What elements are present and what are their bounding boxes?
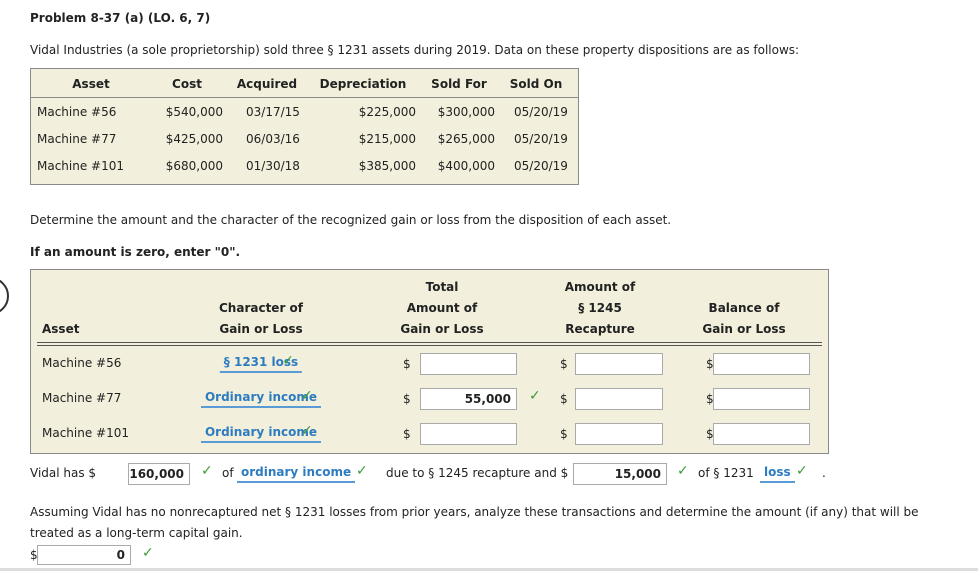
zero-note: If an amount is zero, enter "0". [30,245,241,259]
currency: $ [403,357,411,371]
table-cell: $540,000 [165,105,223,119]
character-select[interactable]: Ordinary income [200,390,322,408]
currency: $ [560,392,568,406]
table-header: Total [425,280,459,294]
amount-input[interactable] [575,423,663,445]
amount-input[interactable]: 160,000 [128,463,190,485]
table-header: Depreciation [319,77,407,91]
summary-text: due to § 1245 recapture and $ [386,466,569,480]
table-cell: 05/20/19 [514,159,568,173]
table-cell: $425,000 [165,132,223,146]
check: ✓ [282,353,294,369]
header-rule [37,345,822,346]
table-header: Balance of [708,301,780,315]
table-header: § 1245 [578,301,622,315]
table-header: Acquired [236,77,298,91]
table-header: Gain or Loss [702,322,786,336]
instruction: Determine the amount and the character o… [30,213,672,227]
check: ✓ [201,463,213,479]
table-cell: $385,000 [358,159,416,173]
currency: $ [560,427,568,441]
table-cell: 05/20/19 [514,132,568,146]
currency: $ [403,427,411,441]
currency: $ [30,548,38,562]
table-cell: $225,000 [358,105,416,119]
scroll-edge [0,568,978,571]
currency: $ [403,392,411,406]
table-cell: Machine #101 [37,159,125,173]
amount-input[interactable] [420,423,517,445]
table-header: Gain or Loss [400,322,484,336]
amount-input[interactable] [420,353,517,375]
answer-table: Asset Character of Gain or Loss Total Amount… [30,269,829,454]
table-cell: $400,000 [437,159,495,173]
data-table: Asset Cost Acquired Depreciation Sold For Sol… [30,68,579,185]
currency: $ [706,357,714,371]
table-header: Character of [218,301,304,315]
currency: $ [706,392,714,406]
table-cell: 03/17/15 [246,105,300,119]
check: ✓ [142,545,154,561]
summary-text: of [222,466,234,480]
amount-input[interactable] [713,423,810,445]
table-header: Amount of [564,280,636,294]
amount-input[interactable] [575,353,663,375]
table-cell: Machine #56 [37,105,117,119]
table-cell: $300,000 [437,105,495,119]
check: ✓ [356,463,368,479]
header-rule [37,342,822,343]
character-select[interactable]: loss [760,465,795,483]
answer-input[interactable]: 0 [37,545,131,565]
summary-text: . [822,466,826,480]
table-header: Sold For [431,77,487,91]
summary-text: Vidal has $ [30,466,97,480]
check: ✓ [677,463,689,479]
amount-input[interactable] [713,353,810,375]
character-select[interactable]: § 1231 loss [219,355,303,373]
character-select[interactable]: Ordinary income [200,425,322,443]
table-cell: $680,000 [165,159,223,173]
table-header: Cost [172,77,202,91]
table-header: Amount of [406,301,478,315]
table-cell: Machine #77 [37,132,117,146]
check: ✓ [301,388,313,404]
table-header: Sold On [509,77,563,91]
table-cell: $215,000 [358,132,416,146]
amount-input[interactable] [713,388,810,410]
amount-input[interactable]: 15,000 [573,463,667,485]
table-header: Asset [72,77,110,91]
intro-text: Vidal Industries (a sole proprietorship)… [30,43,800,57]
table-cell: 05/20/19 [514,105,568,119]
amount-input[interactable] [575,388,663,410]
summary-text: of § 1231 [698,466,754,480]
table-header: Recapture [565,322,635,336]
side-circle [0,279,9,313]
table-header: Asset [42,322,80,336]
table-cell: 01/30/18 [246,159,300,173]
currency: $ [560,357,568,371]
character-select[interactable]: ordinary income [237,465,356,483]
asset-label: Machine #77 [42,391,122,405]
currency: $ [706,427,714,441]
amount-input[interactable]: 55,000 [420,388,517,410]
table-cell: 06/03/16 [246,132,300,146]
asset-label: Machine #56 [42,356,122,370]
question-text: Assuming Vidal has no nonrecaptured net … [30,505,919,540]
problem-title: Problem 8-37 (a) (LO. 6, 7) [30,11,211,25]
check: ✓ [301,423,313,439]
check: ✓ [529,388,541,404]
asset-label: Machine #101 [42,426,130,440]
header-rule [31,97,578,98]
check: ✓ [796,463,808,479]
table-header: Gain or Loss [219,322,303,336]
table-cell: $265,000 [437,132,495,146]
